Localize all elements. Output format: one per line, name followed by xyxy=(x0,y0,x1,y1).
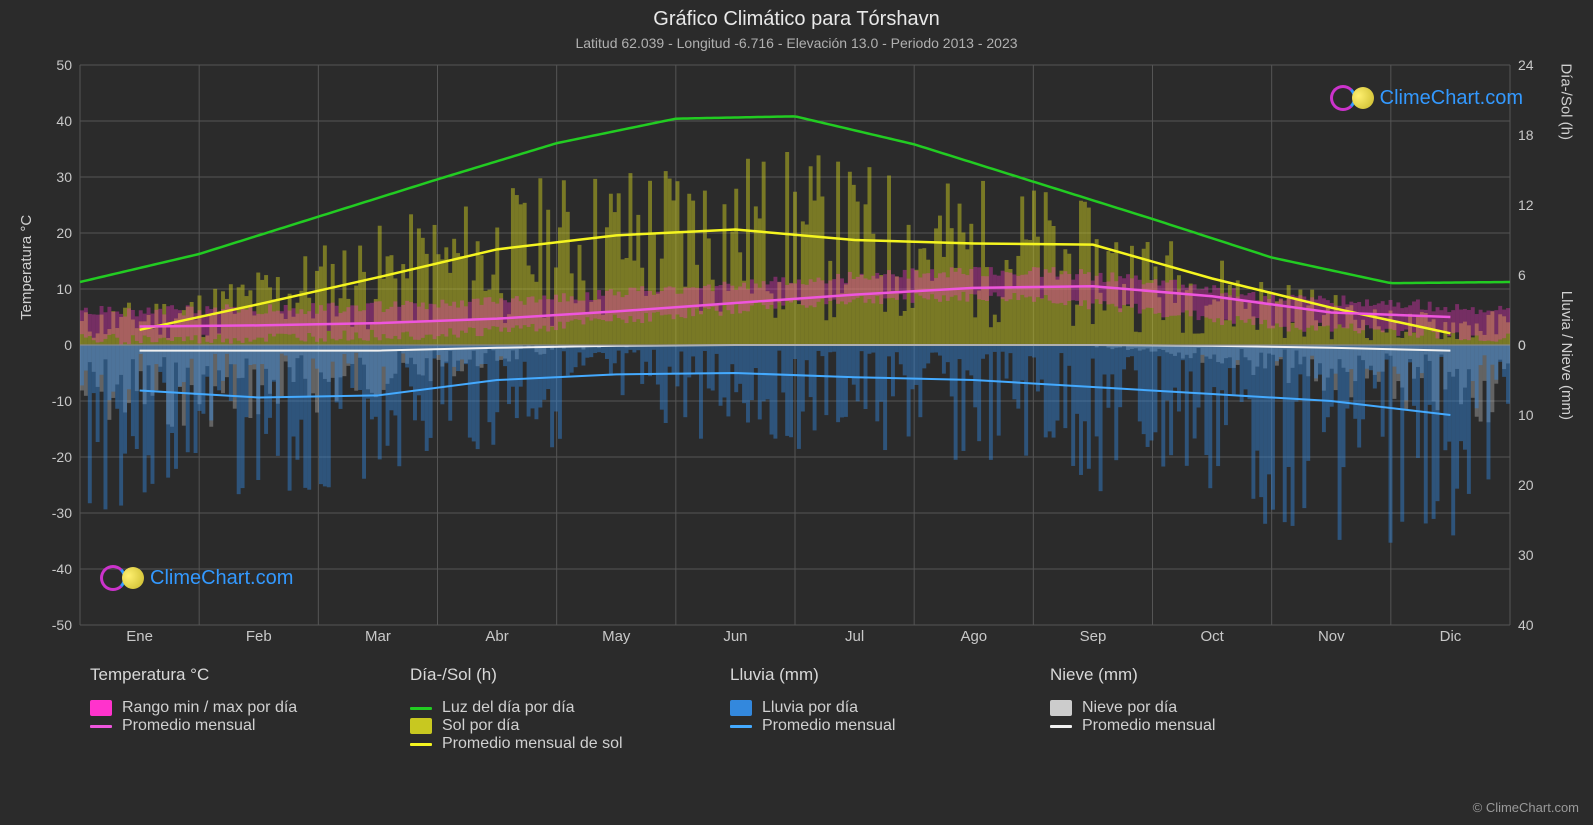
svg-text:-30: -30 xyxy=(52,505,72,521)
month-label: Sep xyxy=(1033,628,1152,645)
legend-line-icon xyxy=(90,725,112,728)
month-label: Ago xyxy=(914,628,1033,645)
legend-line-icon xyxy=(410,743,432,746)
legend-item: Lluvia por día xyxy=(730,699,1010,717)
y-axis-right-top-label: Día-/Sol (h) xyxy=(1558,63,1575,140)
legend-label: Rango min / max por día xyxy=(122,699,297,717)
legend-swatch-icon xyxy=(90,700,112,716)
legend-label: Luz del día por día xyxy=(442,699,575,717)
legend-label: Promedio mensual de sol xyxy=(442,735,623,753)
legend-label: Promedio mensual xyxy=(122,717,255,735)
y-axis-left-label: Temperatura °C xyxy=(18,215,35,320)
legend-line-icon xyxy=(730,725,752,728)
month-label: Feb xyxy=(199,628,318,645)
svg-text:40: 40 xyxy=(56,113,72,129)
svg-text:20: 20 xyxy=(56,225,72,241)
legend-item: Nieve por día xyxy=(1050,699,1330,717)
copyright-text: © ClimeChart.com xyxy=(1473,800,1579,815)
svg-text:-10: -10 xyxy=(52,393,72,409)
month-label: Nov xyxy=(1272,628,1391,645)
legend-title: Día-/Sol (h) xyxy=(410,665,690,685)
svg-text:-20: -20 xyxy=(52,449,72,465)
svg-text:0: 0 xyxy=(64,337,72,353)
month-label: Dic xyxy=(1391,628,1510,645)
legend-col-temperature: Temperatura °C Rango min / max por díaPr… xyxy=(90,665,370,753)
month-label: May xyxy=(557,628,676,645)
y-axis-right-bottom-label: Lluvia / Nieve (mm) xyxy=(1558,291,1575,420)
legend-title: Temperatura °C xyxy=(90,665,370,685)
legend-item: Promedio mensual xyxy=(730,717,1010,735)
svg-text:10: 10 xyxy=(1518,407,1534,423)
svg-text:30: 30 xyxy=(1518,547,1534,563)
logo-sun-icon xyxy=(1352,87,1374,109)
legend-item: Rango min / max por día xyxy=(90,699,370,717)
svg-text:24: 24 xyxy=(1518,57,1534,73)
svg-text:-50: -50 xyxy=(52,617,72,633)
svg-text:6: 6 xyxy=(1518,267,1526,283)
legend-swatch-icon xyxy=(730,700,752,716)
legend-col-snow: Nieve (mm) Nieve por díaPromedio mensual xyxy=(1050,665,1330,753)
legend-label: Lluvia por día xyxy=(762,699,858,717)
legend-item: Luz del día por día xyxy=(410,699,690,717)
svg-text:40: 40 xyxy=(1518,617,1534,633)
legend-item: Promedio mensual xyxy=(90,717,370,735)
chart-title: Gráfico Climático para Tórshavn xyxy=(0,0,1593,31)
month-label: Jul xyxy=(795,628,914,645)
legend-line-icon xyxy=(1050,725,1072,728)
month-label: Ene xyxy=(80,628,199,645)
legend-label: Nieve por día xyxy=(1082,699,1177,717)
svg-text:50: 50 xyxy=(56,57,72,73)
chart-subtitle: Latitud 62.039 - Longitud -6.716 - Eleva… xyxy=(0,31,1593,51)
month-label: Oct xyxy=(1153,628,1272,645)
month-label: Jun xyxy=(676,628,795,645)
legend-swatch-icon xyxy=(1050,700,1072,716)
legend-col-daysun: Día-/Sol (h) Luz del día por díaSol por … xyxy=(410,665,690,753)
svg-text:-40: -40 xyxy=(52,561,72,577)
month-label: Mar xyxy=(318,628,437,645)
legend-item: Promedio mensual de sol xyxy=(410,735,690,753)
legend-line-icon xyxy=(410,707,432,710)
legend-item: Promedio mensual xyxy=(1050,717,1330,735)
svg-text:30: 30 xyxy=(56,169,72,185)
chart-plot-area: -50-40-30-20-100102030405006121824010203… xyxy=(80,65,1510,625)
svg-text:20: 20 xyxy=(1518,477,1534,493)
logo-sun-icon xyxy=(122,567,144,589)
legend-item: Sol por día xyxy=(410,717,690,735)
legend-swatch-icon xyxy=(410,718,432,734)
legend-label: Promedio mensual xyxy=(762,717,895,735)
legend-label: Sol por día xyxy=(442,717,519,735)
svg-text:18: 18 xyxy=(1518,127,1534,143)
legend-title: Lluvia (mm) xyxy=(730,665,1010,685)
legend-col-rain: Lluvia (mm) Lluvia por díaPromedio mensu… xyxy=(730,665,1010,753)
legend: Temperatura °C Rango min / max por díaPr… xyxy=(90,665,1553,753)
chart-svg: -50-40-30-20-100102030405006121824010203… xyxy=(80,65,1510,625)
svg-text:10: 10 xyxy=(56,281,72,297)
svg-text:12: 12 xyxy=(1518,197,1534,213)
x-axis-months: EneFebMarAbrMayJunJulAgoSepOctNovDic xyxy=(80,628,1510,645)
brand-logo-bottom: ClimeChart.com xyxy=(100,565,293,591)
brand-text: ClimeChart.com xyxy=(150,567,293,590)
legend-label: Promedio mensual xyxy=(1082,717,1215,735)
legend-title: Nieve (mm) xyxy=(1050,665,1330,685)
svg-text:0: 0 xyxy=(1518,337,1526,353)
month-label: Abr xyxy=(438,628,557,645)
brand-logo-top: ClimeChart.com xyxy=(1330,85,1523,111)
brand-text: ClimeChart.com xyxy=(1380,87,1523,110)
